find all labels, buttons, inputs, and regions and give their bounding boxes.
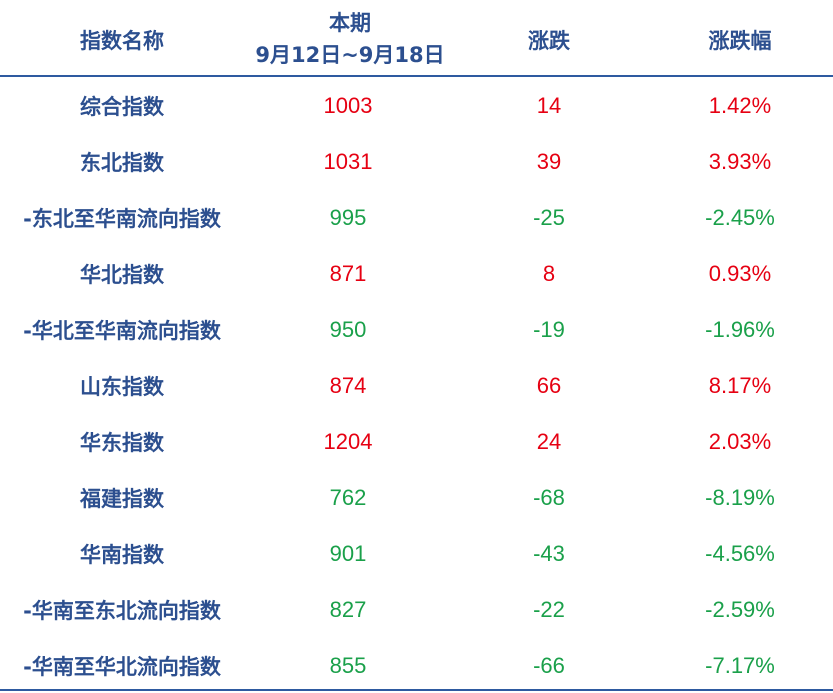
change: -66	[533, 653, 565, 678]
change-pct: -2.59%	[705, 597, 775, 622]
current-value: 995	[329, 205, 367, 230]
change: -19	[533, 317, 565, 342]
bottom-rule	[0, 689, 833, 691]
change-pct: -4.56%	[705, 541, 775, 566]
change: 14	[536, 93, 562, 118]
change: -25	[533, 205, 565, 230]
header-rule	[0, 75, 833, 77]
current-value: 1003	[323, 93, 373, 118]
header-change: 涨跌	[528, 29, 570, 53]
change-pct: -2.45%	[705, 205, 775, 230]
change-pct: 8.17%	[708, 373, 772, 398]
current-value: 1031	[323, 149, 373, 174]
change: 66	[536, 373, 562, 398]
current-value: 1204	[323, 429, 373, 454]
change-pct: 2.03%	[708, 429, 772, 454]
index-name: 福建指数	[80, 487, 164, 511]
index-name: 华南指数	[80, 543, 164, 567]
index-name: 综合指数	[80, 95, 164, 119]
current-value: 855	[329, 653, 367, 678]
header-period: 本期	[329, 11, 371, 35]
change: -68	[533, 485, 565, 510]
header-name: 指数名称	[80, 29, 164, 53]
change-pct: -1.96%	[705, 317, 775, 342]
index-name: -华南至东北流向指数	[23, 599, 221, 623]
change: 24	[536, 429, 562, 454]
change-pct: 0.93%	[708, 261, 772, 286]
current-value: 874	[329, 373, 367, 398]
change-pct: -8.19%	[705, 485, 775, 510]
index-name: -东北至华南流向指数	[23, 207, 221, 231]
current-value: 950	[329, 317, 367, 342]
change: -43	[533, 541, 565, 566]
current-value: 871	[329, 261, 367, 286]
current-value: 827	[329, 597, 367, 622]
change: 8	[542, 261, 556, 286]
header-period-range: 9月12日~9月18日	[255, 43, 445, 67]
change-pct: -7.17%	[705, 653, 775, 678]
index-name: 东北指数	[80, 151, 164, 175]
index-name: 华北指数	[80, 263, 164, 287]
index-name: -华北至华南流向指数	[23, 319, 221, 343]
index-name: 华东指数	[80, 431, 164, 455]
change-pct: 3.93%	[708, 149, 772, 174]
change: -22	[533, 597, 565, 622]
change-pct: 1.42%	[708, 93, 772, 118]
current-value: 901	[329, 541, 367, 566]
index-name: -华南至华北流向指数	[23, 655, 221, 679]
change: 39	[536, 149, 562, 174]
header-change-pct: 涨跌幅	[708, 29, 772, 53]
current-value: 762	[329, 485, 367, 510]
index-name: 山东指数	[80, 375, 164, 399]
